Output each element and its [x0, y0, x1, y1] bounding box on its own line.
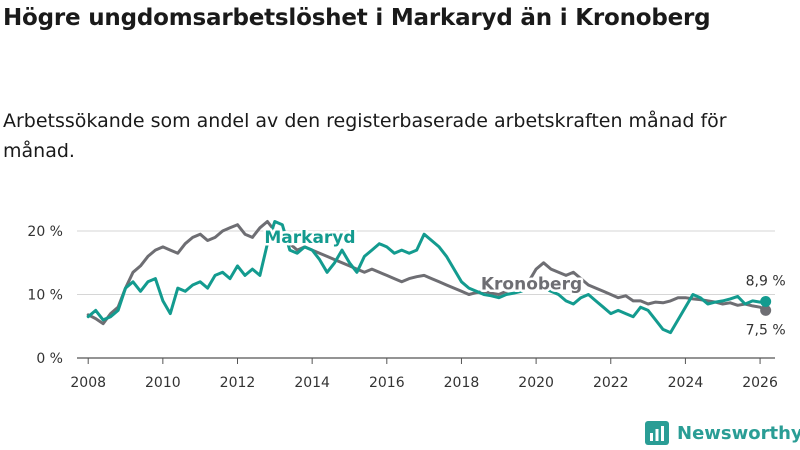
- label-layer: Markaryd Kronoberg 8,9 % 7,5 %: [262, 225, 786, 338]
- series-name-label-markaryd: Markaryd: [264, 228, 355, 248]
- x-tick-label: 2010: [145, 375, 181, 391]
- x-tick-label: 2024: [668, 375, 704, 391]
- brand-logo: Newsworthy: [645, 420, 800, 446]
- x-tick-label: 2020: [518, 375, 554, 391]
- line-chart: 0 % 10 % 20 % 2008 2010 2012 2014 2016 2018 2020 2…: [27, 220, 786, 391]
- chart-subtitle: Arbetssökande som andel av den registerb…: [3, 110, 727, 162]
- chart-title: Högre ungdomsarbetslöshet i Markaryd än …: [3, 5, 711, 31]
- grid-layer: [77, 230, 775, 359]
- x-tick-label: 2014: [294, 375, 330, 391]
- end-value-label-markaryd: 8,9 %: [746, 273, 786, 289]
- bar-chart-logo-icon: [645, 421, 669, 445]
- series-line-kronoberg: [86, 220, 768, 326]
- x-tick-label: 2008: [70, 375, 106, 391]
- y-tick-label: 0 %: [36, 351, 63, 367]
- x-tick-label: 2026: [742, 375, 778, 391]
- y-tick-label: 20 %: [27, 224, 63, 240]
- axis-layer: 0 % 10 % 20 % 2008 2010 2012 2014 2016 2018 2020 2…: [27, 224, 778, 391]
- end-point-kronoberg: [760, 304, 772, 316]
- x-tick-label: 2016: [369, 375, 405, 391]
- y-tick-label: 10 %: [27, 288, 63, 304]
- end-value-label-kronoberg: 7,5 %: [746, 322, 786, 338]
- end-point-markaryd: [760, 295, 772, 307]
- series-layer: [86, 220, 772, 335]
- x-tick-label: 2012: [220, 375, 256, 391]
- brand-name: Newsworthy: [677, 422, 800, 444]
- x-tick-label: 2018: [444, 375, 480, 391]
- series-line-markaryd: [86, 220, 768, 335]
- x-tick-label: 2022: [593, 375, 629, 391]
- series-name-label-kronoberg: Kronoberg: [481, 275, 582, 295]
